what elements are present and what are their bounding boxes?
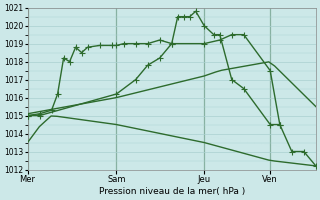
X-axis label: Pression niveau de la mer( hPa ): Pression niveau de la mer( hPa ): [99, 187, 245, 196]
